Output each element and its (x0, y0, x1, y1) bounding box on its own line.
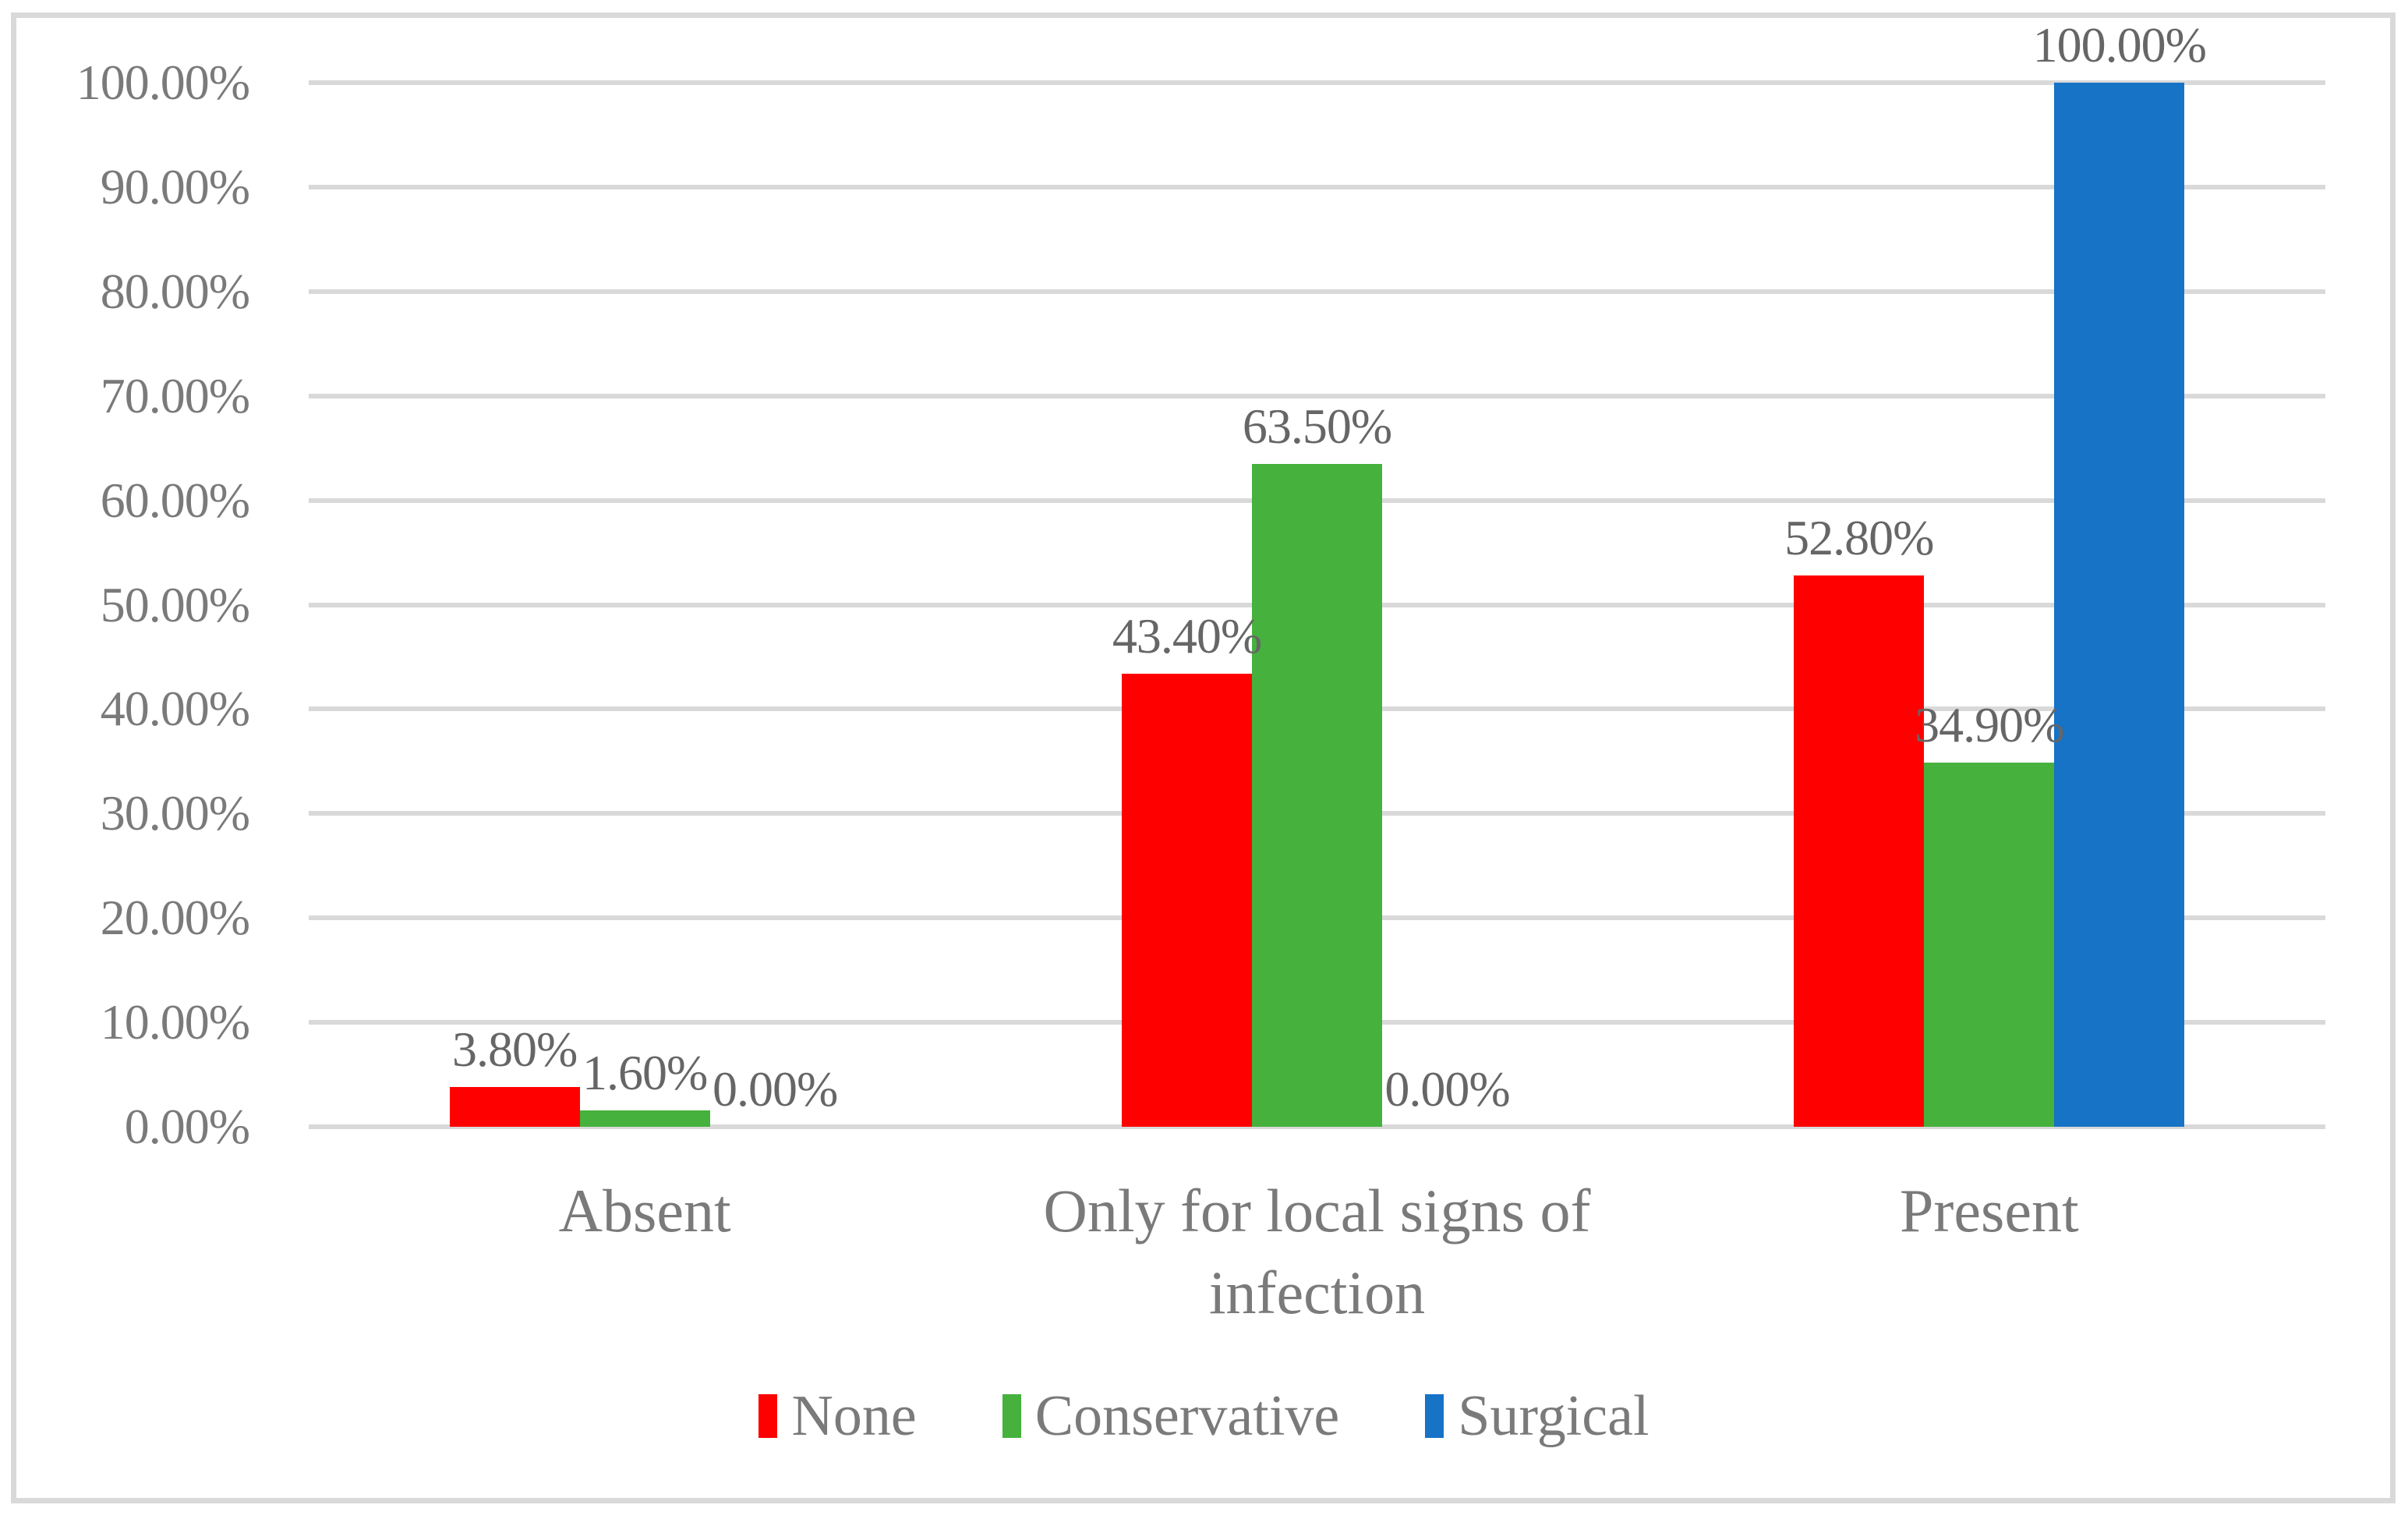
y-axis-label-10: 10.00% (100, 994, 250, 1050)
y-axis-label-20: 20.00% (100, 890, 250, 946)
y-axis-label-30: 30.00% (100, 785, 250, 841)
y-axis-label-70: 70.00% (100, 367, 250, 423)
bar-none-present (1794, 575, 1925, 1127)
gridline-80 (309, 289, 2325, 294)
legend-item-conservative: Conservative (1002, 1381, 1339, 1451)
legend-item-none: None (758, 1381, 917, 1451)
gridline-100 (309, 80, 2325, 85)
bar-conservative-only-for-local-signs-of-infection (1252, 463, 1382, 1127)
data-label-none-only-for-local-signs-of-infection: 43.40% (1112, 607, 1262, 664)
x-axis-label-absent: Absent (558, 1177, 731, 1245)
bar-conservative-present (1924, 762, 2055, 1127)
y-axis-label-100: 100.00% (76, 55, 250, 110)
y-axis-label-90: 90.00% (100, 158, 250, 214)
x-axis-label-present: Present (1900, 1177, 2079, 1245)
y-axis-label-0: 0.00% (124, 1099, 250, 1154)
y-axis-label-60: 60.00% (100, 472, 250, 528)
bar-none-only-for-local-signs-of-infection (1122, 673, 1252, 1127)
data-label-surgical-only-for-local-signs-of-infection: 0.00% (1384, 1061, 1510, 1117)
legend-swatch-surgical-icon (1425, 1394, 1444, 1438)
data-label-conservative-absent: 1.60% (582, 1044, 708, 1100)
bar-surgical-present (2054, 83, 2185, 1127)
data-label-surgical-present: 100.00% (2032, 17, 2207, 73)
gridline-0 (309, 1124, 2325, 1129)
chart-border (11, 12, 2396, 1503)
gridline-70 (309, 393, 2325, 398)
legend-label-conservative: Conservative (1034, 1384, 1340, 1448)
data-label-surgical-absent: 0.00% (712, 1061, 838, 1117)
data-label-conservative-present: 34.90% (1915, 696, 2064, 752)
data-label-conservative-only-for-local-signs-of-infection: 63.50% (1242, 398, 1392, 454)
x-axis-label-only-for-local-signs-of-infection: Only for local signs of infection (1043, 1177, 1591, 1326)
legend: None Conservative Surgical (0, 1377, 2408, 1455)
bar-conservative-absent (579, 1110, 710, 1127)
y-axis-label-40: 40.00% (100, 681, 250, 737)
data-label-none-absent: 3.80% (452, 1022, 578, 1078)
y-axis-label-50: 50.00% (100, 576, 250, 632)
bar-none-absent (449, 1087, 580, 1127)
legend-label-surgical: Surgical (1458, 1384, 1650, 1448)
y-axis-label-80: 80.00% (100, 263, 250, 319)
legend-swatch-none-icon (758, 1394, 778, 1438)
gridline-90 (309, 184, 2325, 189)
legend-swatch-conservative-icon (1002, 1394, 1021, 1438)
legend-item-surgical: Surgical (1425, 1381, 1650, 1451)
data-label-none-present: 52.80% (1784, 510, 1934, 565)
legend-label-none: None (791, 1384, 917, 1448)
